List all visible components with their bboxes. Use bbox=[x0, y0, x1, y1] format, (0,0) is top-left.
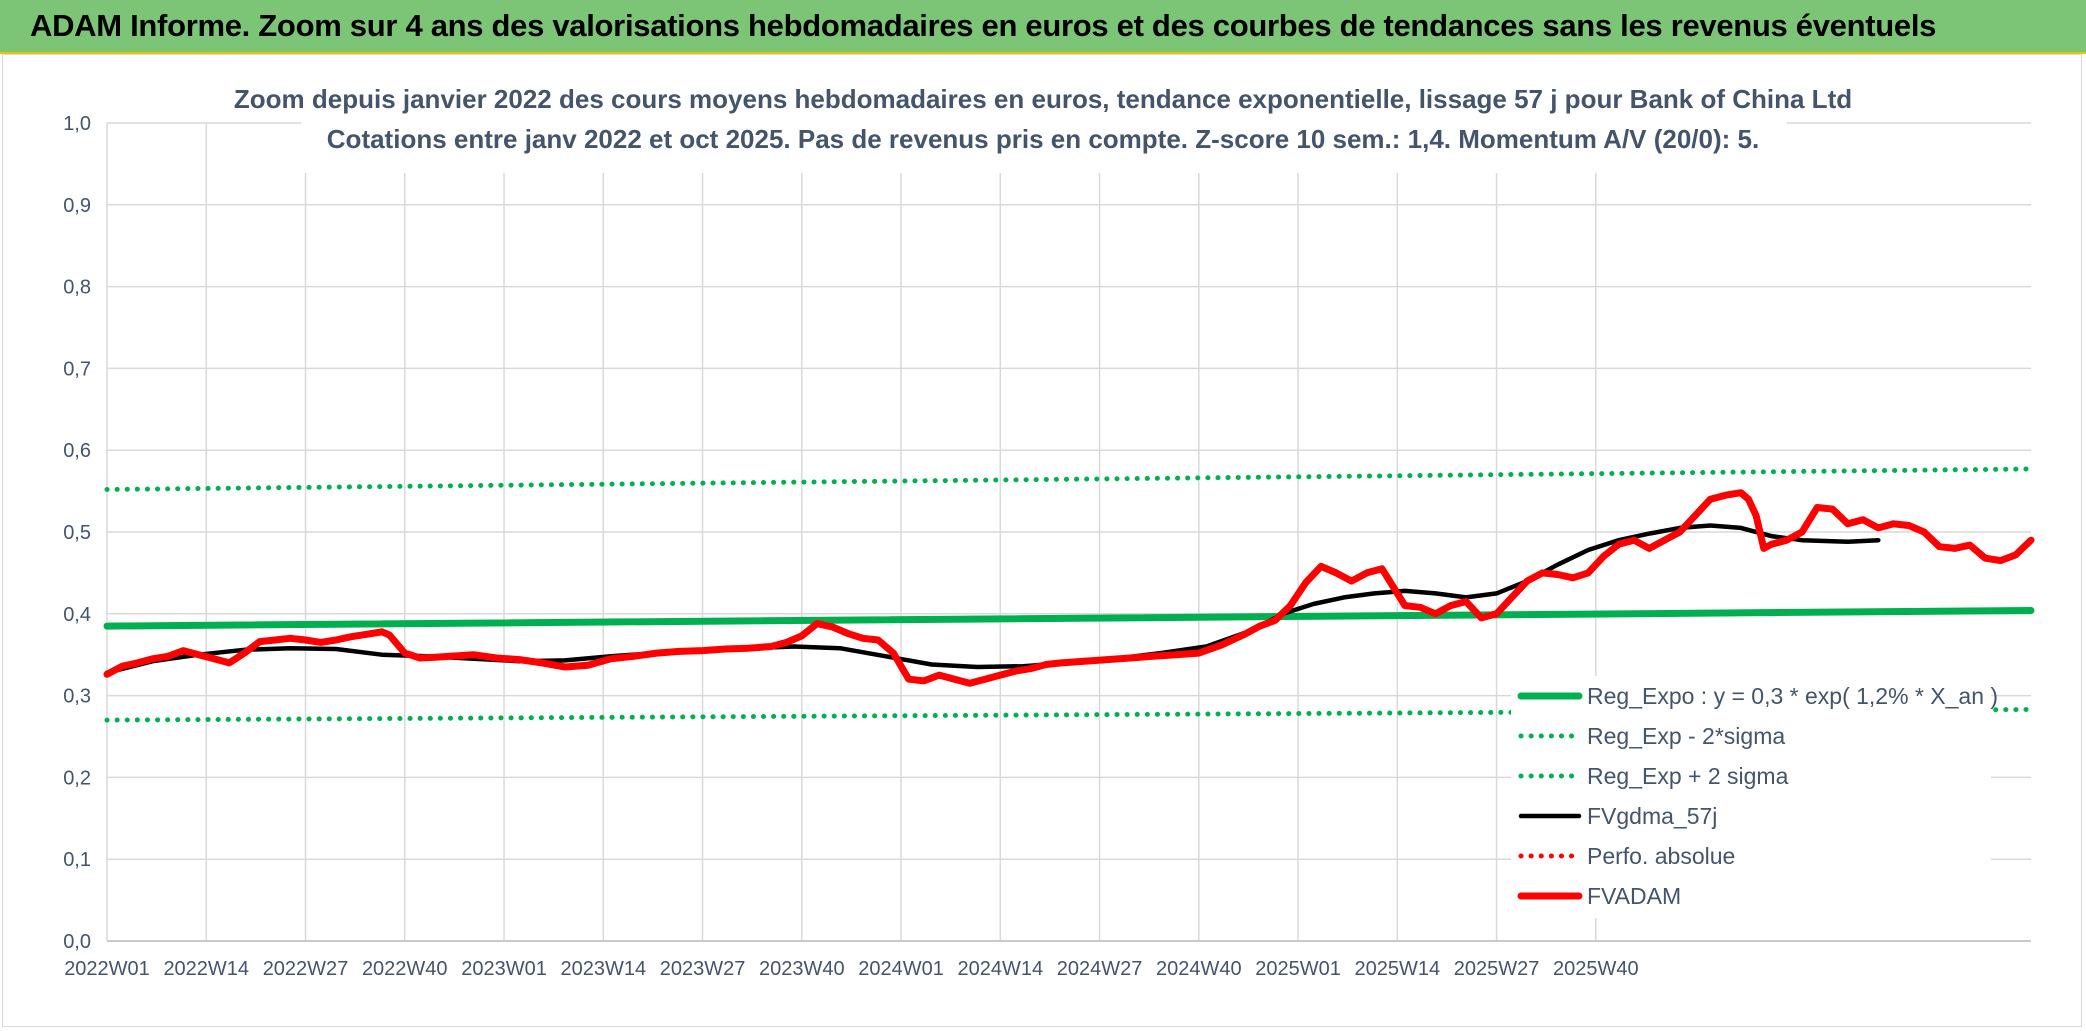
chart-series bbox=[103, 466, 2035, 723]
x-tick-label: 2023W14 bbox=[560, 958, 646, 980]
x-tick-label: 2022W01 bbox=[64, 958, 150, 980]
series-line-fvadam bbox=[103, 489, 2035, 687]
y-tick-label: 1,0 bbox=[63, 113, 91, 135]
x-tick-label: 2024W01 bbox=[858, 958, 944, 980]
report-banner-title: ADAM Informe. Zoom sur 4 ans des valoris… bbox=[30, 8, 1937, 43]
title-backdrop bbox=[301, 75, 1787, 173]
x-tick-label: 2024W14 bbox=[957, 958, 1043, 980]
x-axis-ticks: 2022W01 2022W14 2022W27 2022W40 2023W01 2023W… bbox=[64, 958, 1638, 980]
x-tick-label: 2025W01 bbox=[1255, 958, 1341, 980]
x-tick-label: 2022W14 bbox=[163, 958, 249, 980]
legend-backdrop bbox=[1511, 676, 1991, 918]
series-line-reg-exp-2-sigma bbox=[104, 466, 2034, 492]
legend-entry: Perfo. absolue bbox=[1587, 843, 1735, 869]
y-tick-label: 0,9 bbox=[63, 195, 91, 217]
x-tick-label: 2025W27 bbox=[1454, 958, 1540, 980]
chart-title-line1: Zoom depuis janvier 2022 des cours moyen… bbox=[234, 84, 1852, 114]
chart-title-line2: Cotations entre janv 2022 et oct 2025. P… bbox=[327, 124, 1759, 154]
report-banner: ADAM Informe. Zoom sur 4 ans des valoris… bbox=[0, 0, 2086, 54]
y-tick-label: 0,8 bbox=[63, 277, 91, 299]
y-tick-label: 0,4 bbox=[63, 604, 91, 626]
chart-frame: 0,0 0,1 0,2 0,3 0,4 0,5 0,6 0,7 0,8 0,9 1,0 2022W0… bbox=[2, 54, 2082, 1027]
x-tick-label: 2023W27 bbox=[660, 958, 746, 980]
chart-svg: 0,0 0,1 0,2 0,3 0,4 0,5 0,6 0,7 0,8 0,9 1,0 2022W0… bbox=[63, 75, 2035, 980]
x-tick-label: 2024W40 bbox=[1156, 958, 1242, 980]
chart-legend: Reg_Expo : y = 0,3 * exp( 1,2% * X_an ) R… bbox=[1511, 676, 1998, 918]
x-tick-label: 2024W27 bbox=[1057, 958, 1143, 980]
y-tick-label: 0,2 bbox=[63, 767, 91, 789]
legend-entry: Reg_Expo : y = 0,3 * exp( 1,2% * X_an ) bbox=[1587, 683, 1998, 709]
y-axis-ticks: 0,0 0,1 0,2 0,3 0,4 0,5 0,6 0,7 0,8 0,9 1,0 bbox=[63, 113, 91, 953]
x-tick-label: 2023W40 bbox=[759, 958, 845, 980]
x-tick-label: 2022W40 bbox=[362, 958, 448, 980]
series-line-reg-exp-2-sigma bbox=[104, 707, 2034, 723]
y-tick-label: 0,3 bbox=[63, 686, 91, 708]
x-tick-label: 2022W27 bbox=[263, 958, 349, 980]
y-tick-label: 0,7 bbox=[63, 358, 91, 380]
x-tick-label: 2025W40 bbox=[1553, 958, 1639, 980]
x-tick-label: 2025W14 bbox=[1354, 958, 1440, 980]
x-tick-label: 2023W01 bbox=[461, 958, 547, 980]
legend-entry: FVADAM bbox=[1587, 883, 1681, 909]
legend-entry: Reg_Exp + 2 sigma bbox=[1587, 763, 1789, 789]
y-tick-label: 0,6 bbox=[63, 440, 91, 462]
legend-entry: FVgdma_57j bbox=[1587, 803, 1717, 829]
legend-entry: Reg_Exp - 2*sigma bbox=[1587, 723, 1785, 749]
y-tick-label: 0,0 bbox=[63, 931, 91, 953]
y-tick-label: 0,1 bbox=[63, 849, 91, 871]
series-line-reg-expo-y-0-3-exp-1-2-x-an bbox=[103, 607, 2035, 630]
y-tick-label: 0,5 bbox=[63, 522, 91, 544]
